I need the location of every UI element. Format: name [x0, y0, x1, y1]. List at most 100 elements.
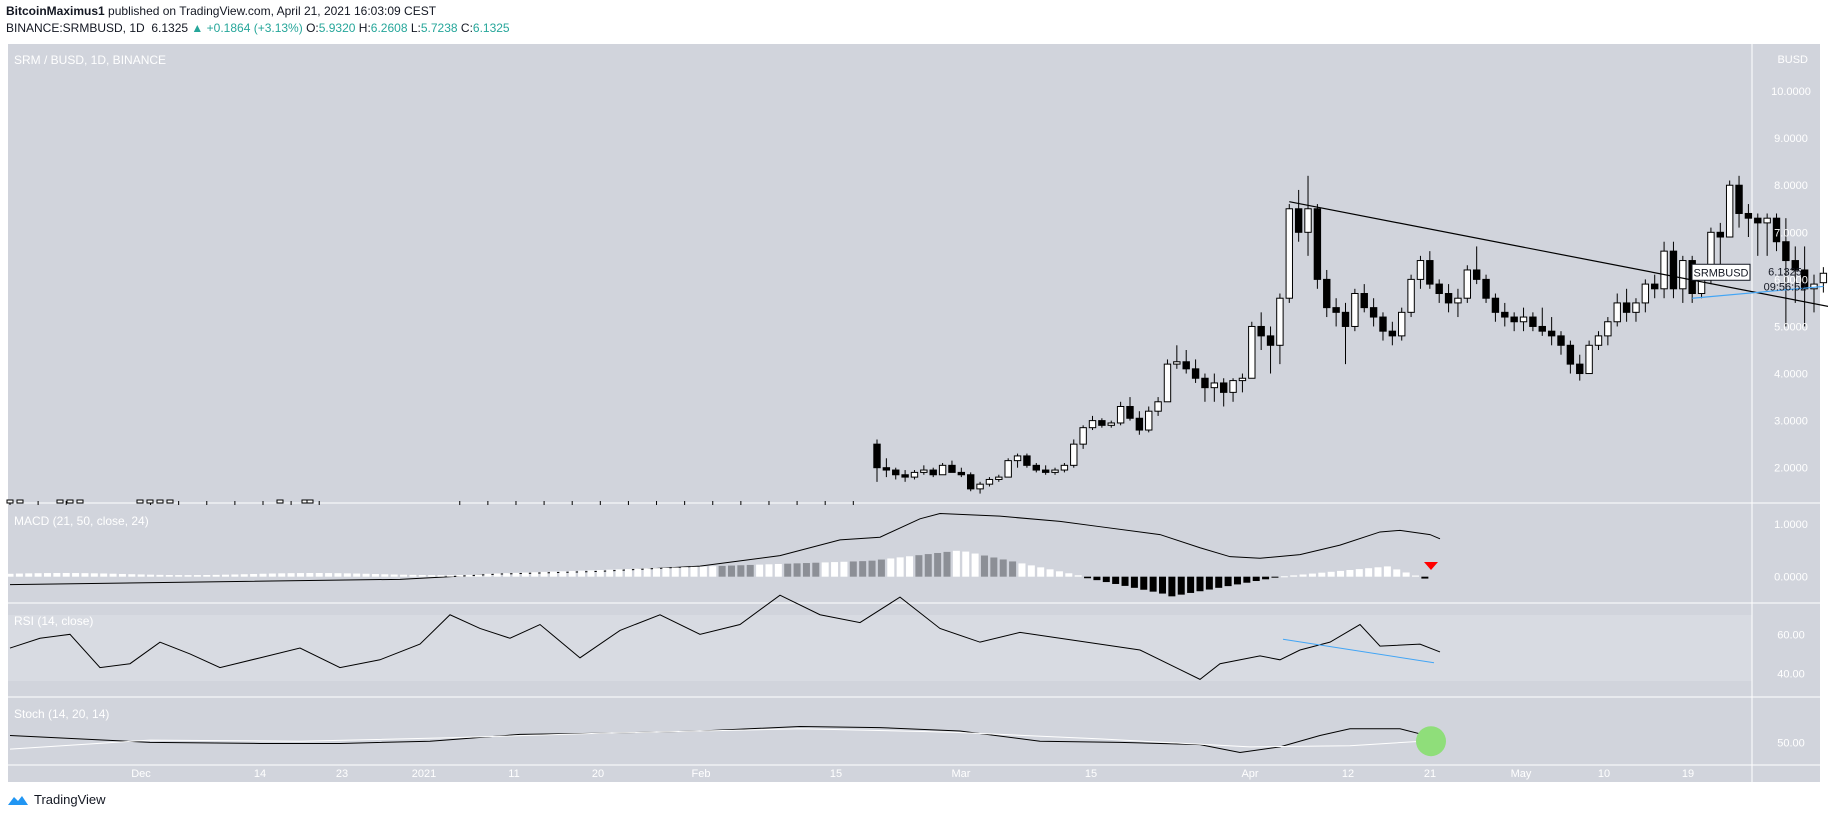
macd-histogram-bar [587, 570, 595, 577]
bullish-candle [1407, 278, 1415, 313]
flat-candle [306, 499, 314, 504]
bearish-candle [892, 469, 900, 476]
macd-histogram-bar [1205, 576, 1213, 590]
time-tick-label: 15 [830, 768, 842, 780]
macd-histogram-bar [1121, 576, 1129, 586]
macd-histogram-bar [1280, 576, 1288, 578]
macd-histogram-bar [624, 569, 632, 577]
macd-histogram-bar [475, 574, 482, 577]
bearish-candle [957, 471, 966, 476]
macd-histogram-bar [1402, 572, 1410, 577]
macd-histogram-bar [371, 574, 379, 577]
macd-histogram-bar [531, 572, 539, 577]
time-tick-label: 11 [508, 768, 519, 780]
macd-histogram-bar [6, 573, 14, 577]
macd-histogram-bar [671, 567, 679, 577]
bullish-candle [976, 483, 984, 490]
close-value: 6.1325 [472, 21, 510, 35]
brand-name: TradingView [34, 792, 106, 807]
rsi-band [8, 615, 1752, 681]
macd-histogram-bar [877, 559, 885, 577]
bearish-candle [1041, 469, 1050, 473]
bearish-candle [882, 467, 891, 471]
macd-histogram-bar [653, 568, 661, 577]
rsi-tick-label: 40.00 [1777, 669, 1805, 681]
time-tick-label: Feb [692, 768, 711, 780]
bearish-candle [1735, 184, 1743, 214]
bullish-candle [1116, 405, 1125, 424]
macd-histogram-bar [812, 562, 820, 577]
time-tick-label: 2021 [412, 768, 436, 780]
macd-histogram-bar [1421, 576, 1429, 579]
price-tick-label: 4.0000 [1774, 369, 1808, 381]
open-label: O: [306, 21, 319, 35]
macd-histogram-bar [165, 574, 173, 577]
macd-histogram-bar [250, 573, 258, 577]
macd-histogram-bar [774, 563, 782, 577]
macd-histogram-bar [662, 567, 670, 577]
time-tick-label: 14 [254, 768, 266, 780]
macd-histogram-bar [175, 575, 183, 577]
macd-histogram-bar [428, 575, 436, 577]
price-tag-symbol: SRMBUSD [1693, 267, 1748, 279]
bullish-candle [1660, 250, 1668, 290]
bearish-candle [873, 443, 881, 469]
bearish-candle [1032, 464, 1040, 471]
bearish-candle [1294, 208, 1303, 233]
macd-histogram-bar [1037, 567, 1045, 577]
bearish-candle [1547, 330, 1556, 337]
price-tick-label: 9.0000 [1774, 133, 1808, 145]
macd-histogram-bar [268, 573, 276, 577]
macd-histogram-bar [34, 573, 42, 577]
macd-histogram-bar [521, 572, 529, 577]
author-name[interactable]: BitcoinMaximus1 [6, 4, 105, 18]
bearish-candle [1182, 361, 1190, 370]
macd-histogram-bar [1065, 573, 1073, 577]
macd-histogram-bar [147, 574, 155, 577]
open-value: 5.9320 [318, 21, 356, 35]
macd-histogram-bar [1177, 576, 1185, 595]
bearish-candle [1369, 307, 1378, 318]
bearish-candle [1191, 368, 1200, 379]
macd-histogram-bar [934, 552, 942, 577]
macd-histogram-bar [1383, 566, 1391, 577]
bullish-candle [1013, 455, 1022, 462]
bearish-candle [1126, 405, 1134, 419]
bullish-candle [1154, 401, 1162, 412]
macd-histogram-bar [1224, 576, 1232, 587]
time-tick-label: 12 [1342, 768, 1354, 780]
bullish-candle [1416, 260, 1425, 280]
macd-histogram-bar [924, 554, 932, 577]
price-tag-box [1691, 263, 1751, 281]
bullish-candle [1060, 464, 1069, 471]
bearish-candle [1800, 269, 1809, 290]
bullish-candle [1285, 208, 1293, 299]
bearish-candle [1782, 241, 1790, 262]
macd-histogram-bar [1233, 576, 1241, 585]
macd-histogram-bar [962, 551, 970, 577]
price-tag-value: 6.1325 [1768, 266, 1802, 278]
bearish-candle [1313, 208, 1322, 280]
stoch-d-line [9, 728, 1441, 750]
macd-histogram-bar [62, 573, 70, 577]
footer-brand[interactable]: TradingView [6, 792, 106, 807]
macd-histogram-bar [306, 573, 314, 577]
macd-histogram-bar [859, 561, 867, 577]
macd-histogram-bar [1318, 572, 1326, 577]
bearish-candle [1482, 278, 1490, 299]
macd-histogram-bar [400, 574, 408, 577]
bullish-candle [938, 464, 947, 476]
stoch-tick-label: 50.00 [1777, 737, 1805, 749]
macd-histogram-bar [278, 573, 286, 577]
macd-histogram-bar [259, 573, 267, 577]
macd-histogram-bar [1159, 576, 1167, 594]
macd-histogram-bar [1393, 569, 1401, 577]
countdown-timer: 09:56:52 [1764, 281, 1807, 293]
bearish-candle [1491, 297, 1500, 313]
macd-histogram-bar [287, 573, 295, 577]
macd-histogram-bar [231, 574, 239, 577]
macd-histogram-bar [1365, 568, 1373, 577]
bearish-candle [1426, 260, 1434, 285]
bearish-candle [948, 464, 956, 473]
